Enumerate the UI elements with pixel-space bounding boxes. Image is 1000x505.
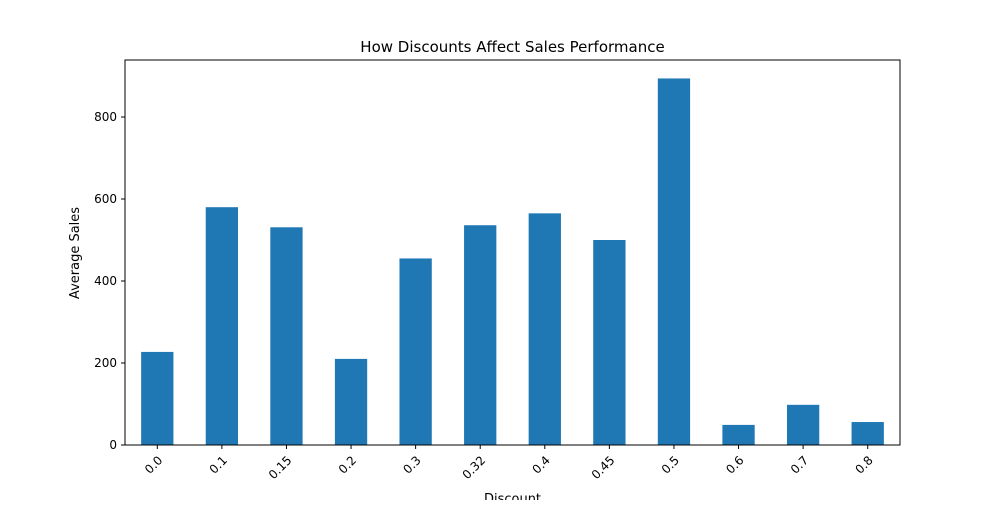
x-tick-label-0.8: 0.8 [852, 453, 875, 476]
x-tick-label-0.0: 0.0 [142, 453, 165, 476]
x-tick-label-0.15: 0.15 [266, 453, 295, 482]
x-tick-label-0.4: 0.4 [530, 453, 553, 476]
bar-0.0 [141, 351, 174, 445]
bar-0.8 [851, 422, 884, 445]
bar-0.32 [464, 225, 497, 445]
x-tick-label-0.7: 0.7 [788, 453, 811, 476]
x-tick-label-0.32: 0.32 [460, 453, 489, 482]
bar-0.5 [657, 78, 691, 446]
bar-0.45 [593, 239, 626, 445]
bar-0.1 [205, 207, 239, 445]
plot-frame [124, 59, 901, 446]
y-tick-label-200: 200 [94, 356, 117, 370]
y-axis-label: Average Sales [68, 207, 83, 299]
bar-0.4 [528, 213, 561, 445]
bar-0.6 [722, 424, 755, 445]
x-axis-label: Discount [484, 492, 541, 500]
x-tick-label-0.3: 0.3 [400, 453, 423, 476]
x-tick-label-0.45: 0.45 [589, 453, 618, 482]
y-tick-label-800: 800 [94, 110, 117, 124]
x-tick-label-0.5: 0.5 [659, 453, 682, 476]
bars-layer [141, 78, 884, 446]
x-tick-label-0.2: 0.2 [336, 453, 359, 476]
chart-title: How Discounts Affect Sales Performance [360, 38, 664, 56]
y-tick-label-600: 600 [94, 192, 117, 206]
x-tick-label-0.1: 0.1 [207, 453, 230, 476]
x-tick-label-0.6: 0.6 [723, 453, 746, 476]
bar-0.3 [399, 258, 432, 445]
y-tick-label-0: 0 [109, 438, 117, 452]
bar-0.2 [334, 358, 368, 445]
y-tick-label-400: 400 [94, 274, 117, 288]
bar-0.7 [786, 404, 820, 445]
bar-0.15 [270, 227, 303, 445]
